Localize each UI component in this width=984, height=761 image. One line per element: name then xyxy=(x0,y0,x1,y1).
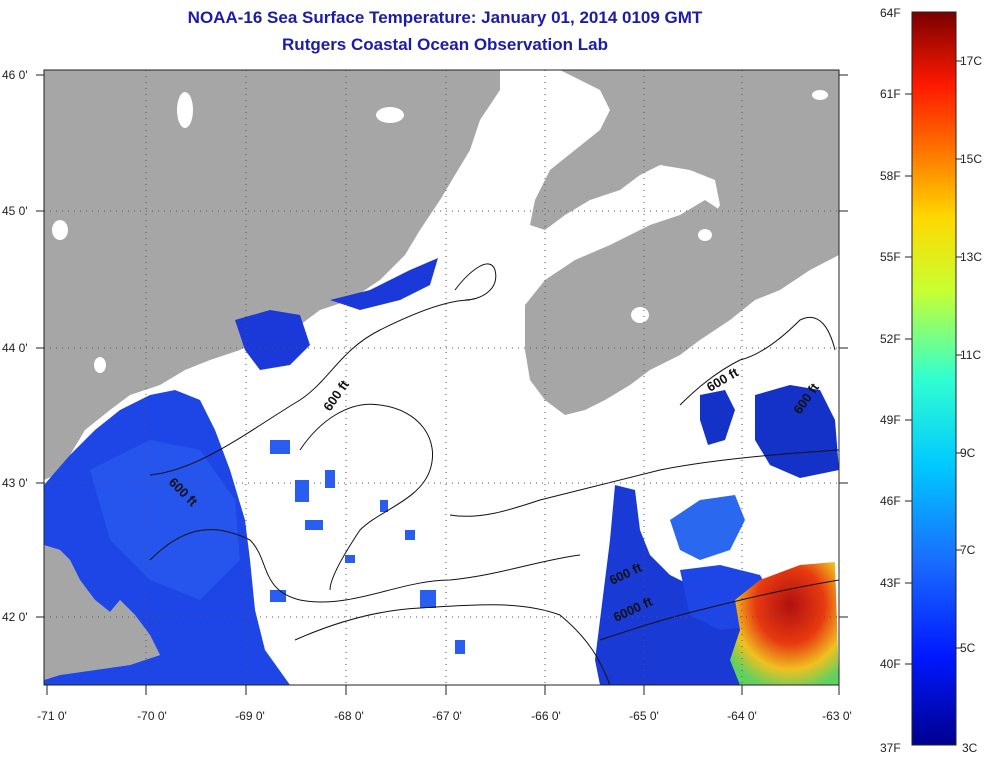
colorbar-f-label: 55F xyxy=(880,250,901,264)
colorbar xyxy=(911,11,957,746)
colorbar-ticks xyxy=(905,60,962,665)
sst-warm-water xyxy=(730,562,839,685)
colorbar-f-label: 52F xyxy=(880,332,901,346)
colorbar-f-label: 49F xyxy=(880,413,901,427)
colorbar-c-label: 13C xyxy=(960,250,982,264)
colorbar-f-label: 58F xyxy=(880,169,901,183)
colorbar-f-label: 43F xyxy=(880,576,901,590)
y-tick-label: 43 0' xyxy=(2,476,28,490)
colorbar-c-label: 3C xyxy=(962,741,978,755)
sst-scatter xyxy=(270,440,465,654)
x-tick-label: -65 0' xyxy=(629,709,659,723)
x-tick-label: -69 0' xyxy=(235,709,265,723)
x-tick-label: -66 0' xyxy=(531,709,561,723)
colorbar-c-label: 5C xyxy=(960,641,976,655)
sst-cold-water xyxy=(44,258,839,685)
colorbar-f-label: 40F xyxy=(880,657,901,671)
map-subtitle: Rutgers Coastal Ocean Observation Lab xyxy=(282,35,608,54)
colorbar-c-label: 9C xyxy=(960,446,976,460)
x-tick-label: -70 0' xyxy=(137,709,167,723)
land-cape-cod xyxy=(44,545,160,680)
land-nova-scotia xyxy=(525,200,839,415)
colorbar-c-label: 11C xyxy=(960,348,981,362)
lakes xyxy=(52,90,828,373)
colorbar-f-label: 37F xyxy=(880,741,901,755)
colorbar-c-label: 7C xyxy=(960,543,976,557)
x-tick-label: -68 0' xyxy=(334,709,364,723)
graticule xyxy=(44,70,839,685)
y-tick-label: 45 0' xyxy=(2,204,28,218)
y-tick-label: 42 0' xyxy=(2,610,28,624)
axis-ticks xyxy=(36,74,848,695)
colorbar-c-label: 15C xyxy=(960,152,982,166)
colorbar-f-label: 64F xyxy=(880,6,901,20)
land-maine xyxy=(44,70,500,480)
colorbar-c-label: 17C xyxy=(960,54,982,68)
y-tick-label: 46 0' xyxy=(2,68,28,82)
colorbar-f-label: 61F xyxy=(880,87,901,101)
x-tick-label: -64 0' xyxy=(727,709,757,723)
colorbar-f-label: 46F xyxy=(880,494,901,508)
x-tick-label: -71 0' xyxy=(37,709,67,723)
map-title: NOAA-16 Sea Surface Temperature: January… xyxy=(187,8,703,27)
y-tick-label: 44 0' xyxy=(2,341,28,355)
x-tick-label: -63 0' xyxy=(822,709,852,723)
depth-contours xyxy=(149,263,839,685)
map-border xyxy=(43,69,840,686)
x-tick-label: -67 0' xyxy=(432,709,462,723)
